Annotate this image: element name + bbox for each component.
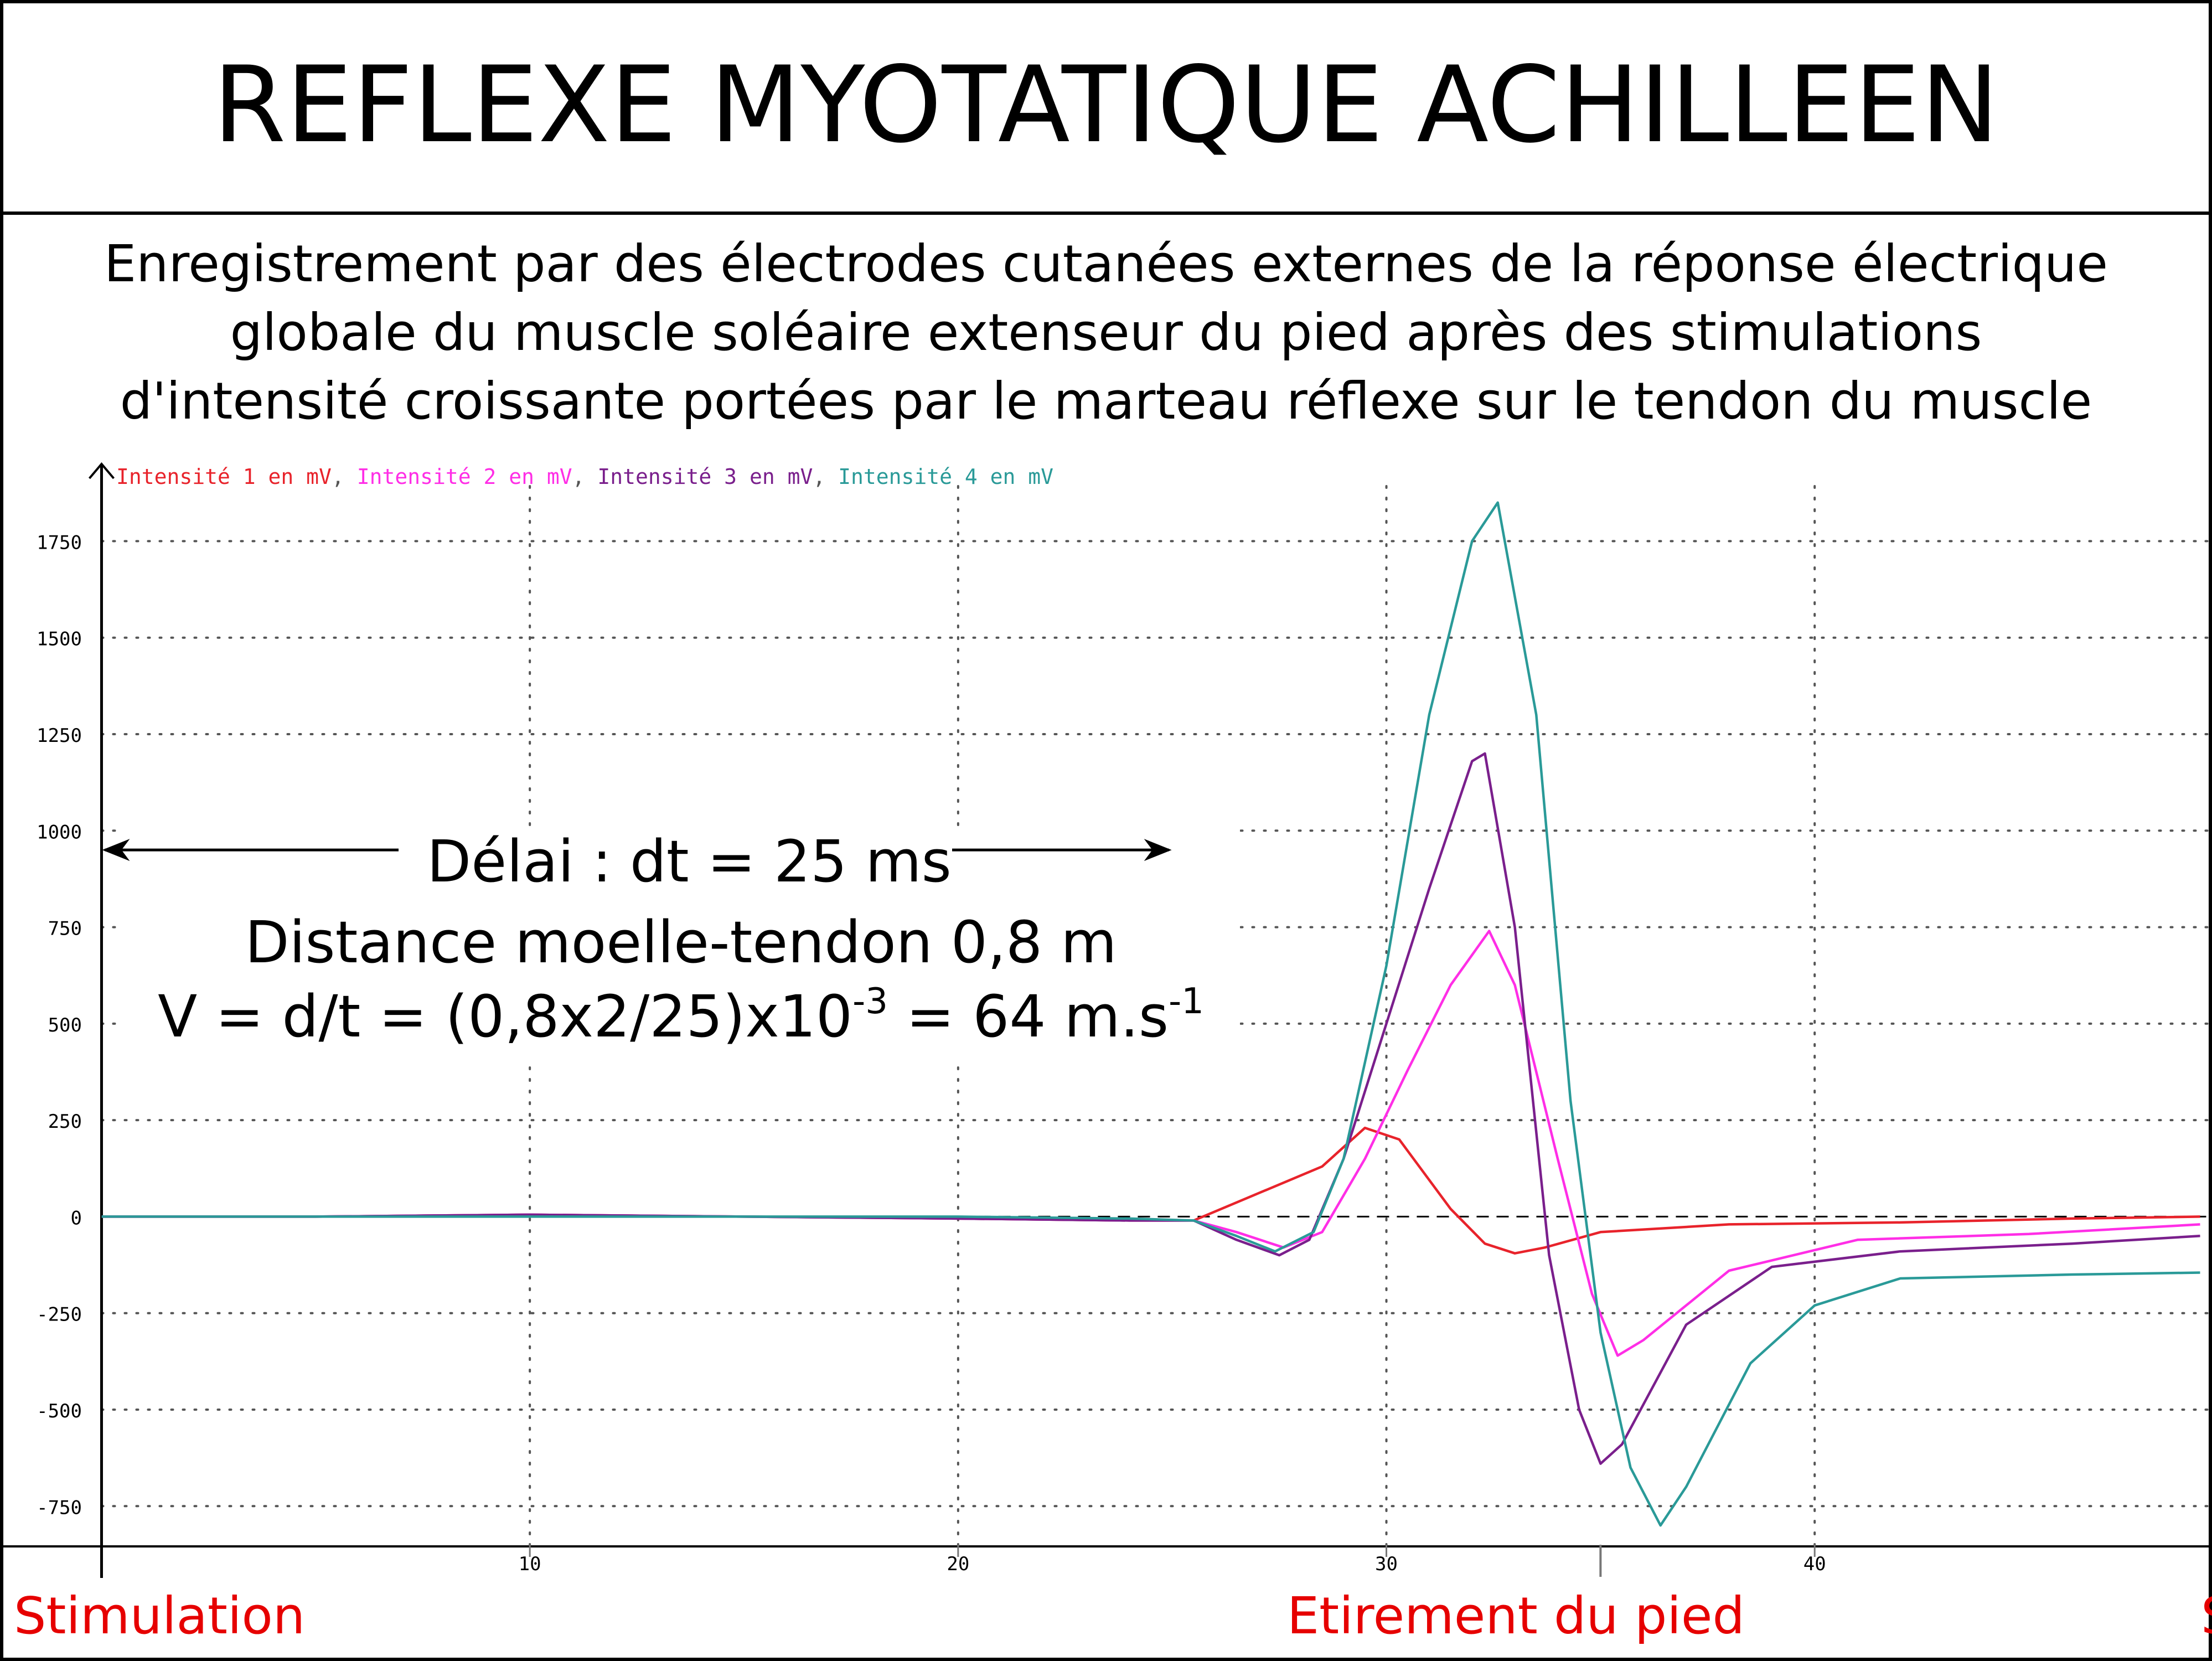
velocity-exponent-2: -1: [1169, 981, 1204, 1022]
y-tick-labels: 1750 1500 1250 1000 750 500 250 0 -250 -500 -750: [37, 532, 82, 1519]
legend-entry-3: Intensité 3 en mV: [597, 465, 813, 489]
y-tick-label: -750: [37, 1497, 82, 1519]
y-tick-label: 250: [48, 1111, 82, 1133]
legend-entry-2: Intensité 2 en mV: [357, 465, 572, 489]
velocity-middle: = 64 m.s: [888, 983, 1169, 1050]
description-line-3: d'intensité croissante portées par le ma…: [120, 372, 2092, 431]
x-tick-label: 30: [1375, 1553, 1398, 1575]
x-tick-label: 10: [519, 1553, 541, 1575]
page-title: REFLEXE MYOTATIQUE ACHILLEEN: [213, 44, 1999, 166]
description-line-2: globale du muscle soléaire extenseur du …: [230, 303, 1982, 362]
velocity-exponent-1: -3: [852, 981, 888, 1022]
x-tick-label: 40: [1803, 1553, 1826, 1575]
y-tick-label: -500: [37, 1400, 82, 1422]
series-line-3: [101, 752, 2200, 1465]
y-tick-label: -250: [37, 1304, 82, 1326]
x-tick-labels: 10 20 30 40: [519, 1553, 1826, 1575]
legend: Intensité 1 en mV, Intensité 2 en mV, In…: [116, 465, 1053, 489]
y-tick-label: 1250: [37, 725, 82, 747]
legend-entry-4: Intensité 4 en mV: [838, 465, 1053, 489]
axes: [88, 462, 1816, 1578]
y-tick-label: 750: [48, 918, 82, 940]
y-tick-label: 500: [48, 1014, 82, 1036]
distance-label: Distance moelle-tendon 0,8 m: [245, 909, 1117, 976]
event-right-cut: S: [2201, 1586, 2212, 1645]
event-stimulation: Stimulation: [14, 1586, 305, 1645]
velocity-prefix: V = d/t = (0,8x2/25)x10: [158, 983, 852, 1050]
delay-label: Délai : dt = 25 ms: [427, 828, 952, 895]
series-lines: [101, 501, 2200, 1527]
series-line-4: [101, 501, 2200, 1527]
velocity-label: V = d/t = (0,8x2/25)x10-3 = 64 m.s-1: [158, 981, 1204, 1050]
legend-entry-1: Intensité 1 en mV: [116, 465, 332, 489]
y-tick-label: 1500: [37, 628, 82, 651]
y-tick-label: 1000: [37, 821, 82, 843]
annotation-background: [122, 828, 1240, 1066]
y-axis-arrow: [88, 462, 115, 479]
x-tick-label: 20: [947, 1553, 969, 1575]
description-line-1: Enregistrement par des électrodes cutané…: [104, 234, 2108, 293]
y-tick-label: 1750: [37, 532, 82, 554]
event-stretch: Etirement du pied: [1287, 1586, 1745, 1645]
y-tick-label: 0: [71, 1207, 82, 1229]
series-line-1: [101, 1126, 2200, 1255]
